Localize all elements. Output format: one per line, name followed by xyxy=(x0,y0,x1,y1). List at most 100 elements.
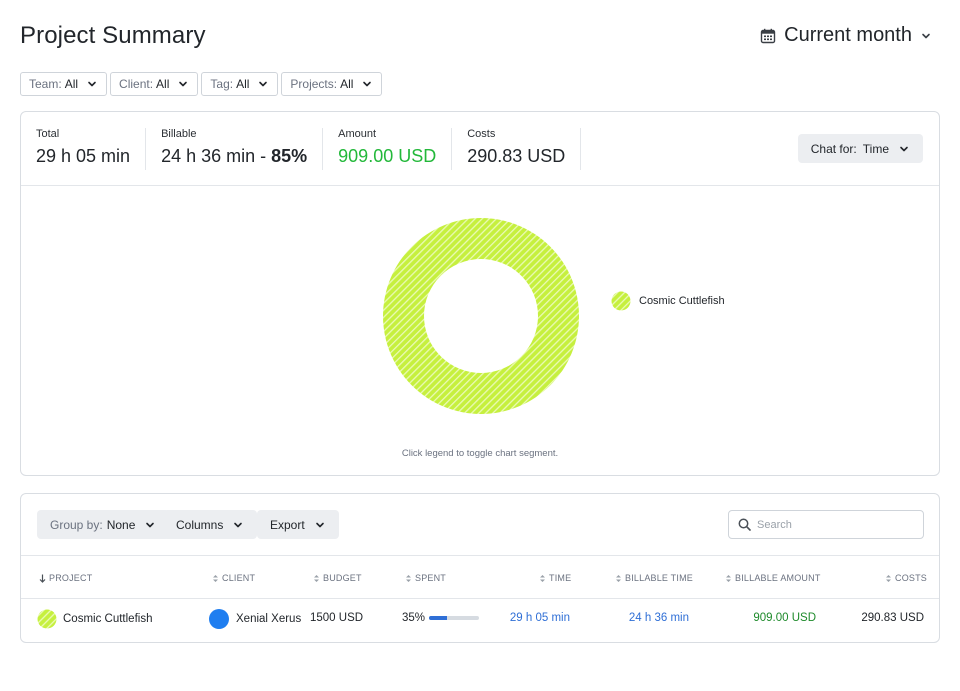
legend-item[interactable]: Cosmic Cuttlefish xyxy=(611,291,725,311)
stats-bar: Total 29 h 05 min Billable 24 h 36 min -… xyxy=(21,112,939,186)
client-cell: Xenial Xerus xyxy=(209,609,301,629)
sort-icon xyxy=(616,574,621,582)
sort-icon xyxy=(406,574,411,582)
chart-hint: Click legend to toggle chart segment. xyxy=(401,448,559,459)
sort-icon xyxy=(314,574,319,582)
stat-costs: Costs 290.83 USD xyxy=(452,128,582,170)
column-label: BUDGET xyxy=(323,573,362,583)
stat-value: 909.00 USD xyxy=(338,146,437,166)
donut-chart xyxy=(383,218,579,414)
stat-value: 290.83 USD xyxy=(467,146,566,166)
chart-for-label: Chat for: xyxy=(810,141,857,156)
filter-team[interactable]: Team: All xyxy=(20,72,108,96)
page-title: Project Summary xyxy=(20,22,206,49)
sort-icon xyxy=(540,574,545,582)
column-label: SPENT xyxy=(415,573,447,583)
costs-cell: 290.83 USD xyxy=(861,612,924,624)
spent-progress-bar xyxy=(429,616,480,620)
stat-label: Total xyxy=(36,128,60,140)
table-card: Group by: None Columns Export PROJECT CL… xyxy=(20,493,940,643)
filter-label: Tag: xyxy=(210,77,234,91)
chevron-down-icon xyxy=(259,81,268,87)
spent-percent: 35% xyxy=(402,612,426,624)
columns-label: Columns xyxy=(176,517,224,532)
client-color-dot xyxy=(209,609,229,629)
chevron-down-icon xyxy=(146,522,155,527)
search-box[interactable] xyxy=(728,510,924,539)
column-header-budget[interactable]: BUDGET xyxy=(313,573,362,583)
filter-projects[interactable]: Projects: All xyxy=(281,72,383,96)
project-color-dot xyxy=(37,609,57,629)
column-label: CLIENT xyxy=(222,573,256,583)
stat-amount: Amount 909.00 USD xyxy=(323,128,453,170)
column-header-billable-amount[interactable]: BILLABLE AMOUNT xyxy=(725,573,821,583)
filter-value: All xyxy=(64,77,79,91)
column-header-client[interactable]: CLIENT xyxy=(212,573,255,583)
group-by-value: None xyxy=(106,517,136,532)
donut-slice-cosmic-cuttlefish[interactable] xyxy=(383,218,579,414)
chevron-down-icon xyxy=(900,146,908,151)
period-label: Current month xyxy=(784,24,912,46)
column-label: TIME xyxy=(549,573,572,583)
column-header-billable-time[interactable]: BILLABLE TIME xyxy=(615,573,693,583)
spent-cell: 35% xyxy=(402,612,480,624)
stat-value: 29 h 05 min xyxy=(36,146,131,166)
filter-label: Projects: xyxy=(290,77,338,91)
filter-value: All xyxy=(236,77,250,91)
billable-time-value: 24 h 36 min - xyxy=(161,146,272,166)
filter-value: All xyxy=(156,77,170,91)
search-input[interactable] xyxy=(757,518,907,531)
project-cell[interactable]: Cosmic Cuttlefish xyxy=(37,609,152,629)
chevron-down-icon xyxy=(363,81,372,87)
project-name: Cosmic Cuttlefish xyxy=(63,613,153,625)
stat-label: Costs xyxy=(467,128,496,140)
legend-swatch xyxy=(611,291,631,311)
column-header-costs[interactable]: COSTS xyxy=(885,573,927,583)
filter-tag[interactable]: Tag: All xyxy=(201,72,279,96)
calendar-icon xyxy=(760,28,776,43)
chart-for-value: Time xyxy=(862,141,889,156)
sort-icon xyxy=(726,574,731,582)
chevron-down-icon xyxy=(234,522,243,527)
stat-total: Total 29 h 05 min xyxy=(21,128,147,170)
filter-value: All xyxy=(340,77,354,91)
sort-icon xyxy=(213,574,218,582)
table-header: PROJECT CLIENT BUDGET SPENT TIME BILLABL… xyxy=(21,556,939,599)
filter-label: Team: xyxy=(29,77,62,91)
column-label: COSTS xyxy=(895,573,928,583)
spent-progress-fill xyxy=(429,616,447,620)
chevron-down-icon xyxy=(922,33,930,38)
billable-time-cell[interactable]: 24 h 36 min xyxy=(628,612,689,624)
client-name: Xenial Xerus xyxy=(236,613,302,625)
column-header-time[interactable]: TIME xyxy=(539,573,571,583)
stat-billable: Billable 24 h 36 min - 85% xyxy=(146,128,324,170)
column-label: BILLABLE AMOUNT xyxy=(735,573,821,583)
group-by-label: Group by: xyxy=(50,517,103,532)
chart-area: Cosmic Cuttlefish Click legend to toggle… xyxy=(21,186,939,476)
chart-for-dropdown[interactable]: Chat for: Time xyxy=(797,134,923,163)
billable-amount-cell: 909.00 USD xyxy=(753,612,816,624)
filter-bar: Team: All Client: All Tag: All Projects:… xyxy=(20,72,383,96)
legend-label: Cosmic Cuttlefish xyxy=(639,295,725,307)
column-header-spent[interactable]: SPENT xyxy=(405,573,446,583)
stat-label: Amount xyxy=(338,128,377,140)
export-button[interactable]: Export xyxy=(257,510,339,539)
column-header-project[interactable]: PROJECT xyxy=(39,573,92,583)
table-row[interactable]: Cosmic Cuttlefish Xenial Xerus 1500 USD … xyxy=(21,599,939,641)
chevron-down-icon xyxy=(315,522,324,527)
billable-percent: 85% xyxy=(271,146,308,166)
chevron-down-icon xyxy=(88,81,96,87)
summary-card: Total 29 h 05 min Billable 24 h 36 min -… xyxy=(20,111,940,476)
group-by-button[interactable]: Group by: None xyxy=(37,510,170,539)
table-toolbar: Group by: None Columns Export xyxy=(21,494,939,556)
export-label: Export xyxy=(270,517,305,532)
filter-client[interactable]: Client: All xyxy=(110,72,199,96)
period-selector[interactable]: Current month xyxy=(760,24,932,47)
budget-cell: 1500 USD xyxy=(310,612,364,624)
column-label: BILLABLE TIME xyxy=(625,573,693,583)
columns-button[interactable]: Columns xyxy=(163,510,258,539)
filter-label: Client: xyxy=(119,77,154,91)
time-cell[interactable]: 29 h 05 min xyxy=(509,612,570,624)
sort-icon xyxy=(886,574,891,582)
stat-value: 24 h 36 min - 85% xyxy=(161,146,307,167)
